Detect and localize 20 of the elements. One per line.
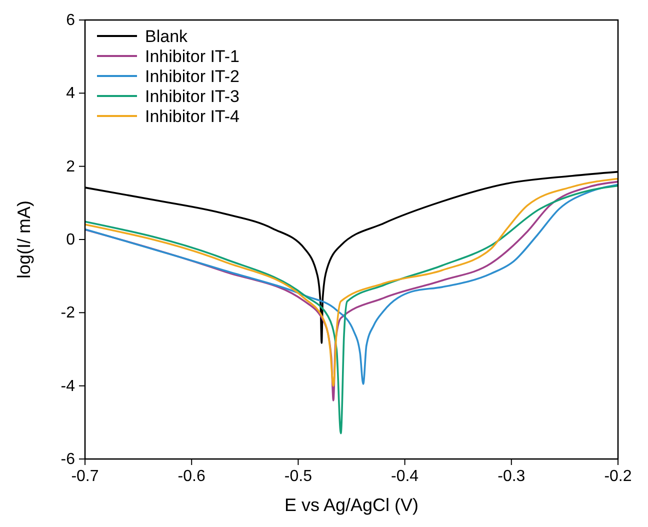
legend-label: Inhibitor IT-3 — [145, 87, 240, 106]
y-tick-label: 6 — [66, 12, 76, 29]
x-axis-title: E vs Ag/AgCl (V) — [284, 495, 419, 515]
y-tick-label: 2 — [66, 158, 76, 176]
legend-label: Blank — [145, 27, 188, 46]
y-axis-title: log(I/ mA) — [14, 200, 34, 279]
x-tick-label: -0.5 — [284, 468, 312, 485]
legend-label: Inhibitor IT-4 — [145, 107, 240, 126]
x-tick-label: -0.3 — [498, 468, 526, 485]
y-tick-label: 4 — [66, 85, 76, 102]
y-tick-label: -2 — [60, 304, 76, 322]
y-tick-label: -6 — [60, 451, 76, 468]
x-tick-label: -0.4 — [391, 468, 419, 485]
x-tick-label: -0.2 — [604, 468, 632, 485]
x-tick-label: -0.6 — [178, 468, 206, 485]
y-tick-label: -4 — [60, 378, 76, 395]
x-tick-label: -0.7 — [71, 468, 99, 485]
y-tick-label: 0 — [66, 232, 76, 248]
legend-label: Inhibitor IT-1 — [145, 47, 240, 66]
legend-label: Inhibitor IT-2 — [145, 67, 240, 86]
